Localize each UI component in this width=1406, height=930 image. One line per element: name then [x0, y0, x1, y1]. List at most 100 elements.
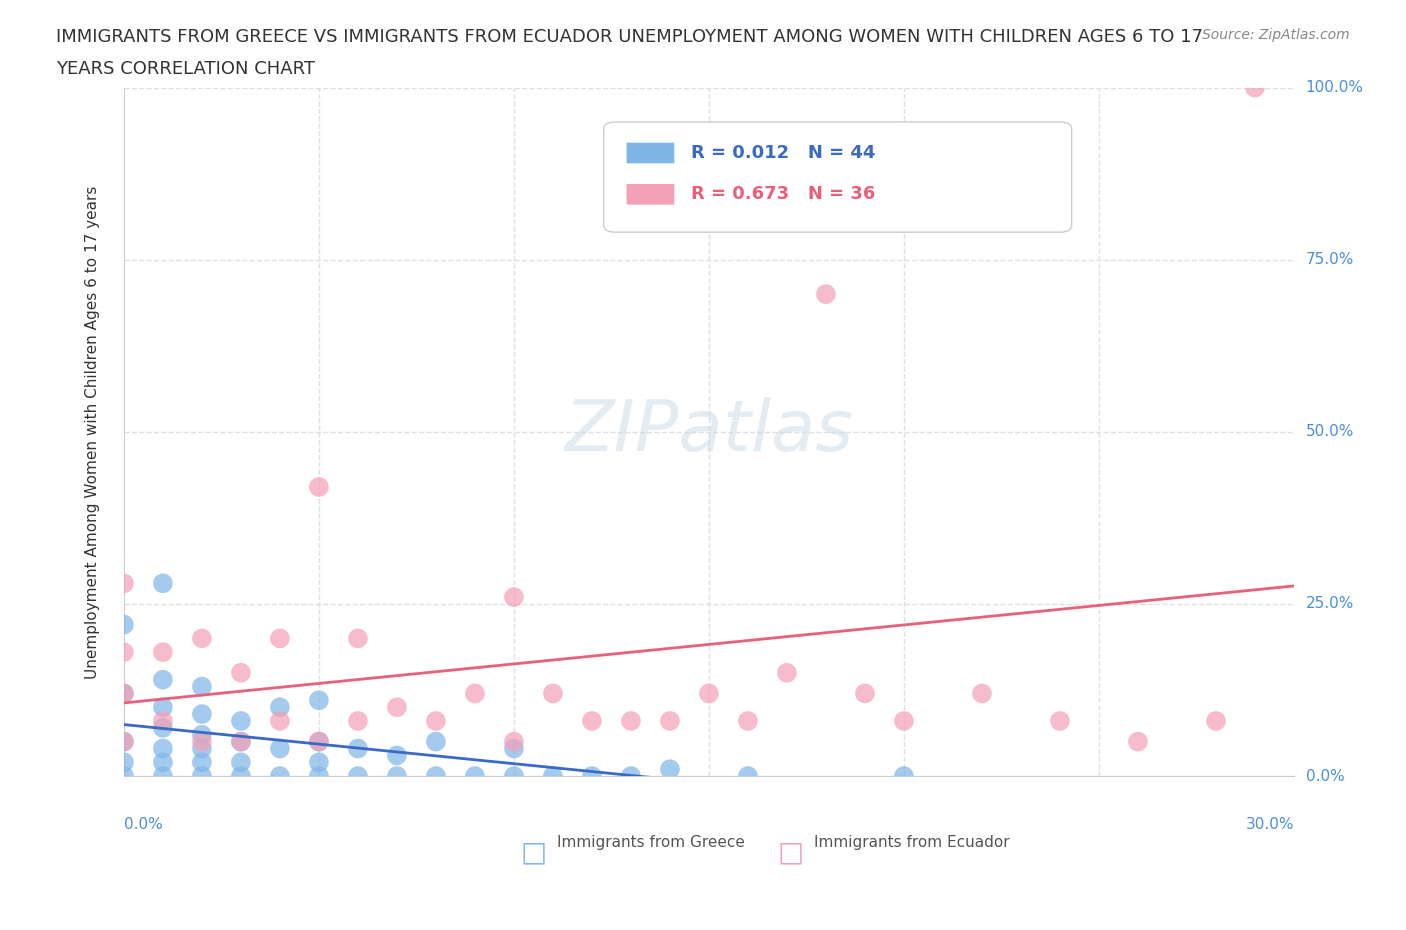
Point	[152, 576, 174, 591]
Point	[191, 631, 214, 645]
Point	[853, 686, 876, 701]
Point	[1244, 80, 1267, 95]
Point	[581, 713, 603, 728]
Point	[308, 768, 330, 783]
Point	[191, 707, 214, 722]
Point	[503, 590, 526, 604]
Text: ZIPatlas: ZIPatlas	[564, 397, 853, 466]
Point	[191, 734, 214, 749]
Point	[893, 768, 915, 783]
Point	[152, 741, 174, 756]
Text: Source: ZipAtlas.com: Source: ZipAtlas.com	[1202, 28, 1350, 42]
Point	[112, 644, 135, 659]
Text: Immigrants from Greece: Immigrants from Greece	[557, 834, 745, 850]
Point	[269, 699, 291, 714]
Text: R = 0.012   N = 44: R = 0.012 N = 44	[692, 144, 876, 162]
Text: 0.0%: 0.0%	[124, 817, 163, 832]
Point	[503, 734, 526, 749]
Point	[191, 727, 214, 742]
Point	[269, 631, 291, 645]
Point	[347, 631, 370, 645]
Point	[347, 768, 370, 783]
Point	[1126, 734, 1149, 749]
Point	[308, 480, 330, 495]
Point	[229, 768, 252, 783]
Point	[152, 755, 174, 770]
Point	[385, 699, 408, 714]
Point	[191, 741, 214, 756]
Point	[1205, 713, 1227, 728]
Point	[658, 762, 681, 777]
Point	[152, 713, 174, 728]
Text: R = 0.673   N = 36: R = 0.673 N = 36	[692, 185, 876, 204]
Point	[308, 734, 330, 749]
Point	[1049, 713, 1071, 728]
Point	[229, 755, 252, 770]
Point	[308, 693, 330, 708]
Point	[308, 734, 330, 749]
Point	[112, 618, 135, 632]
Point	[425, 768, 447, 783]
Text: □: □	[520, 838, 547, 866]
Point	[152, 672, 174, 687]
Point	[425, 713, 447, 728]
Point	[464, 768, 486, 783]
Point	[112, 755, 135, 770]
Text: 100.0%: 100.0%	[1306, 80, 1364, 95]
Point	[814, 286, 837, 301]
Point	[152, 768, 174, 783]
Point	[191, 679, 214, 694]
Point	[152, 699, 174, 714]
Point	[385, 748, 408, 763]
Text: 50.0%: 50.0%	[1306, 424, 1354, 439]
Text: 75.0%: 75.0%	[1306, 252, 1354, 267]
Point	[152, 721, 174, 736]
Point	[112, 734, 135, 749]
Point	[503, 741, 526, 756]
Point	[308, 755, 330, 770]
Point	[970, 686, 993, 701]
Text: 25.0%: 25.0%	[1306, 596, 1354, 611]
Text: 30.0%: 30.0%	[1246, 817, 1294, 832]
Point	[112, 768, 135, 783]
Point	[269, 741, 291, 756]
Point	[347, 713, 370, 728]
FancyBboxPatch shape	[603, 122, 1071, 232]
Text: Immigrants from Ecuador: Immigrants from Ecuador	[814, 834, 1010, 850]
Point	[776, 665, 799, 680]
Point	[229, 713, 252, 728]
Point	[541, 686, 564, 701]
Point	[503, 768, 526, 783]
Point	[385, 768, 408, 783]
Point	[620, 768, 643, 783]
Point	[191, 755, 214, 770]
Point	[269, 768, 291, 783]
Point	[112, 686, 135, 701]
Point	[737, 768, 759, 783]
Point	[347, 741, 370, 756]
Point	[658, 713, 681, 728]
Point	[112, 576, 135, 591]
Text: IMMIGRANTS FROM GREECE VS IMMIGRANTS FROM ECUADOR UNEMPLOYMENT AMONG WOMEN WITH : IMMIGRANTS FROM GREECE VS IMMIGRANTS FRO…	[56, 28, 1204, 46]
Point	[229, 734, 252, 749]
Point	[737, 713, 759, 728]
Point	[425, 734, 447, 749]
Y-axis label: Unemployment Among Women with Children Ages 6 to 17 years: Unemployment Among Women with Children A…	[86, 185, 100, 679]
FancyBboxPatch shape	[626, 142, 675, 164]
Point	[464, 686, 486, 701]
Point	[229, 734, 252, 749]
Point	[269, 713, 291, 728]
Point	[152, 644, 174, 659]
Point	[893, 713, 915, 728]
Text: YEARS CORRELATION CHART: YEARS CORRELATION CHART	[56, 60, 315, 78]
Point	[112, 686, 135, 701]
Point	[620, 713, 643, 728]
Point	[191, 768, 214, 783]
Point	[697, 686, 720, 701]
FancyBboxPatch shape	[626, 183, 675, 206]
Point	[541, 768, 564, 783]
Text: □: □	[778, 838, 804, 866]
Point	[229, 665, 252, 680]
Text: 0.0%: 0.0%	[1306, 768, 1344, 784]
Point	[112, 734, 135, 749]
